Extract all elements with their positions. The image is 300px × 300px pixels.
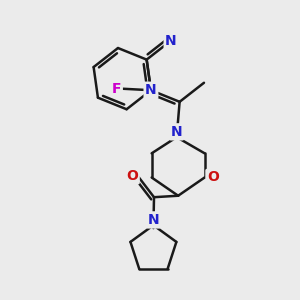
Text: O: O bbox=[207, 170, 219, 184]
Text: N: N bbox=[171, 125, 182, 139]
Text: N: N bbox=[148, 213, 159, 227]
Text: N: N bbox=[165, 34, 177, 48]
Text: N: N bbox=[145, 83, 157, 97]
Text: O: O bbox=[126, 169, 138, 183]
Text: F: F bbox=[112, 82, 121, 96]
